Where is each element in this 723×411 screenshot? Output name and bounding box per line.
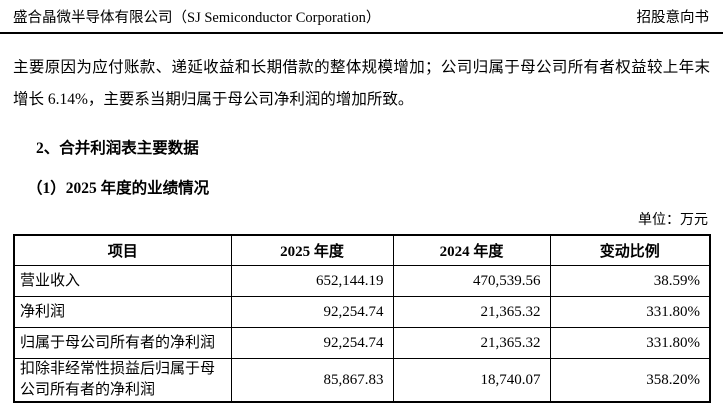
company-name: 盛合晶微半导体有限公司（SJ Semiconductor Corporation… xyxy=(13,10,381,26)
subsection-heading: （1）2025 年度的业绩情况 xyxy=(27,180,210,197)
document-header: 盛合晶微半导体有限公司（SJ Semiconductor Corporation… xyxy=(0,0,723,34)
col-header-2024: 2024 年度 xyxy=(392,234,551,266)
table-row-revenue: 营业收入 652,144.19 470,539.56 38.59% xyxy=(13,265,711,297)
value-2025: 85,867.83 xyxy=(230,358,394,403)
unit-label: 单位：万元 xyxy=(638,213,708,228)
change-ratio: 358.20% xyxy=(549,358,711,403)
value-2024: 21,365.32 xyxy=(392,296,551,328)
change-ratio: 38.59% xyxy=(549,265,711,297)
change-ratio: 331.80% xyxy=(549,296,711,328)
value-2024: 21,365.32 xyxy=(392,327,551,359)
body-paragraph: 主要原因为应付账款、递延收益和长期借款的整体规模增加；公司归属于母公司所有者权益… xyxy=(13,59,710,108)
table-row-net-profit: 净利润 92,254.74 21,365.32 331.80% xyxy=(13,296,711,328)
value-2025: 92,254.74 xyxy=(230,296,394,328)
section-heading: 2、合并利润表主要数据 xyxy=(36,140,199,157)
value-2025: 92,254.74 xyxy=(230,327,394,359)
row-label: 净利润 xyxy=(13,296,232,328)
col-header-2025: 2025 年度 xyxy=(230,234,394,266)
col-header-item: 项目 xyxy=(13,234,232,266)
row-label: 扣除非经常性损益后归属于母公司所有者的净利润 xyxy=(13,358,232,403)
row-label: 归属于母公司所有者的净利润 xyxy=(13,327,232,359)
value-2024: 18,740.07 xyxy=(392,358,551,403)
value-2025: 652,144.19 xyxy=(230,265,394,297)
row-label: 营业收入 xyxy=(13,265,232,297)
table-row-parent-net-profit: 归属于母公司所有者的净利润 92,254.74 21,365.32 331.80… xyxy=(13,327,711,359)
value-2024: 470,539.56 xyxy=(392,265,551,297)
doc-type-label: 招股意向书 xyxy=(636,10,710,26)
table-header-row: 项目 2025 年度 2024 年度 变动比例 xyxy=(13,234,711,266)
performance-table: 项目 2025 年度 2024 年度 变动比例 营业收入 652,144.19 … xyxy=(13,234,711,403)
table-row-deducted-net-profit: 扣除非经常性损益后归属于母公司所有者的净利润 85,867.83 18,740.… xyxy=(13,358,711,403)
col-header-change-ratio: 变动比例 xyxy=(549,234,711,266)
change-ratio: 331.80% xyxy=(549,327,711,359)
